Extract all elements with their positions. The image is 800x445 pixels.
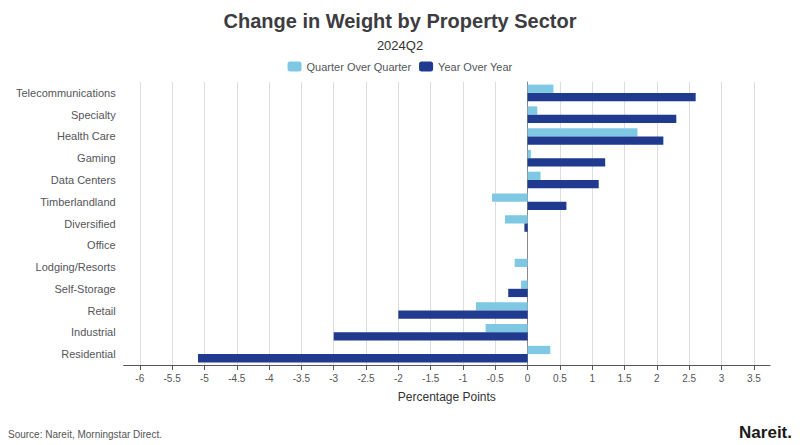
svg-text:-1.5: -1.5 (422, 373, 440, 384)
svg-text:Timberlandland: Timberlandland (40, 196, 115, 208)
svg-text:1.5: 1.5 (618, 373, 632, 384)
svg-text:3: 3 (719, 373, 725, 384)
svg-text:3.5: 3.5 (747, 373, 761, 384)
svg-text:Residential: Residential (61, 348, 115, 360)
svg-text:Gaming: Gaming (77, 152, 116, 164)
svg-text:-2: -2 (394, 373, 403, 384)
svg-text:Health Care: Health Care (57, 130, 116, 142)
svg-text:2.5: 2.5 (682, 373, 696, 384)
svg-text:0: 0 (525, 373, 531, 384)
svg-text:-5.5: -5.5 (164, 373, 182, 384)
svg-text:Retail: Retail (88, 305, 116, 317)
svg-text:Quarter Over Quarter: Quarter Over Quarter (307, 61, 412, 73)
svg-text:Self-Storage: Self-Storage (54, 283, 115, 295)
svg-text:Lodging/Resorts: Lodging/Resorts (36, 261, 117, 273)
svg-text:-3: -3 (329, 373, 338, 384)
svg-text:Nareit.: Nareit. (739, 423, 792, 442)
svg-text:2024Q2: 2024Q2 (377, 38, 423, 53)
svg-text:Diversified: Diversified (64, 218, 115, 230)
svg-text:Year Over Year: Year Over Year (438, 61, 513, 73)
svg-text:Specialty: Specialty (71, 109, 116, 121)
svg-text:Change in Weight by Property S: Change in Weight by Property Sector (223, 10, 576, 32)
svg-text:Source: Nareit, Morningstar Di: Source: Nareit, Morningstar Direct. (8, 429, 162, 440)
svg-text:0.5: 0.5 (553, 373, 567, 384)
svg-text:-3.5: -3.5 (293, 373, 311, 384)
svg-text:-5: -5 (200, 373, 209, 384)
svg-text:2: 2 (654, 373, 660, 384)
svg-text:Telecommunications: Telecommunications (16, 87, 116, 99)
svg-text:Data Centers: Data Centers (51, 174, 116, 186)
svg-text:-0.5: -0.5 (487, 373, 505, 384)
svg-text:-1: -1 (459, 373, 468, 384)
svg-text:-4.5: -4.5 (228, 373, 246, 384)
svg-text:Office: Office (87, 239, 116, 251)
svg-text:Industrial: Industrial (71, 326, 116, 338)
svg-text:1: 1 (589, 373, 595, 384)
svg-text:-4: -4 (265, 373, 274, 384)
svg-text:-6: -6 (135, 373, 144, 384)
svg-text:Percentage Points: Percentage Points (398, 390, 496, 404)
svg-text:-2.5: -2.5 (357, 373, 375, 384)
